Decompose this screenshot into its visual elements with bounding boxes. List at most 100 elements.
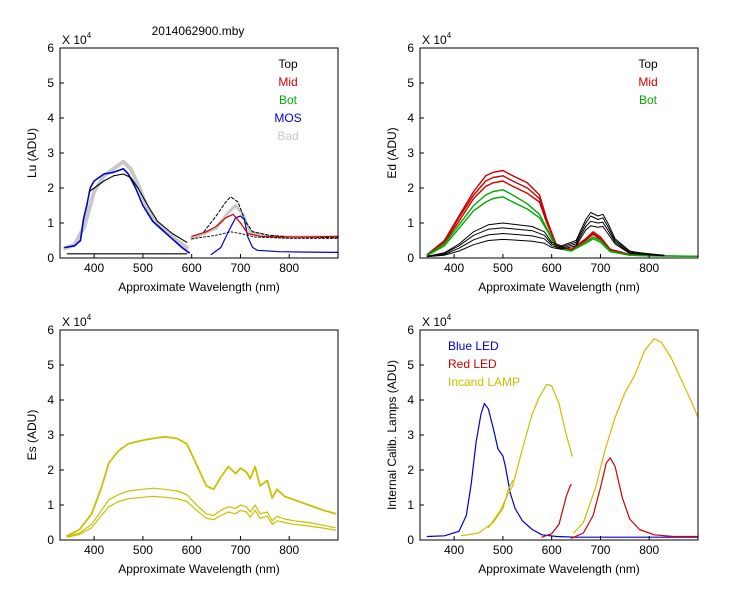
series-line-cal-5 <box>573 338 699 534</box>
y-tick-label-lu: 2 <box>47 181 54 195</box>
y-exponent-es: X 104 <box>62 313 92 329</box>
plot-frame-es <box>59 329 339 541</box>
y-tick-label-es: 2 <box>47 463 54 477</box>
x-axis-label-lu: Approximate Wavelength (nm) <box>118 280 280 294</box>
y-tick-label-ed: 0 <box>407 251 414 265</box>
x-tick-label-cal: 500 <box>493 543 513 557</box>
x-tick-label-ed: 600 <box>542 261 562 275</box>
series-line-ed-4 <box>426 196 699 257</box>
y-tick-label-cal: 6 <box>407 323 414 337</box>
y-tick-label-cal: 4 <box>407 393 414 407</box>
legend-entry-ed-bot: Bot <box>639 93 658 107</box>
x-tick-label-lu: 500 <box>133 261 153 275</box>
y-tick-label-lu: 1 <box>47 216 54 230</box>
y-exponent-power-ed: 4 <box>447 31 452 40</box>
x-tick-label-es: 500 <box>133 543 153 557</box>
y-tick-label-es: 0 <box>47 533 54 547</box>
series-line-es-0 <box>66 435 337 537</box>
y-exponent-power-lu: 4 <box>87 31 92 40</box>
series-line-lu-3 <box>210 215 339 256</box>
legend-entry-cal-red-led: Red LED <box>448 357 497 371</box>
y-tick-label-es: 4 <box>47 393 54 407</box>
x-tick-label-lu: 800 <box>279 261 299 275</box>
series-line-lu-5 <box>88 173 188 243</box>
y-axis-label-ed: Ed (ADU) <box>385 127 399 178</box>
y-exponent-lu: X 104 <box>62 31 92 47</box>
series-line-ed-5 <box>426 212 665 257</box>
x-tick-label-cal: 600 <box>542 543 562 557</box>
figure-title: 2014062900.mby <box>152 24 245 38</box>
x-tick-label-es: 600 <box>182 543 202 557</box>
series-line-lu-1 <box>190 204 340 241</box>
y-axis-label-es: Es (ADU) <box>25 410 39 461</box>
series-line-es-2 <box>66 495 337 538</box>
x-axis-label-cal: Approximate Wavelength (nm) <box>478 562 640 576</box>
y-tick-label-cal: 0 <box>407 533 414 547</box>
series-line-ed-8 <box>426 225 665 258</box>
legend-entry-cal-blue-led: Blue LED <box>448 339 499 353</box>
y-tick-label-ed: 6 <box>407 41 414 55</box>
chart-ed: 400 500 600 700 800 0 1 2 3 4 5 6 X 104 Approximate W… <box>385 31 699 294</box>
y-tick-label-cal: 3 <box>407 428 414 442</box>
y-tick-label-es: 6 <box>47 323 54 337</box>
x-tick-label-cal: 700 <box>590 543 610 557</box>
y-tick-label-lu: 0 <box>47 251 54 265</box>
legend-entry-lu-mid: Mid <box>278 75 297 89</box>
x-tick-label-ed: 700 <box>590 261 610 275</box>
chart-cal: 400 500 600 700 800 0 1 2 3 4 5 6 X 104 Approximate W… <box>385 313 699 576</box>
y-tick-label-lu: 4 <box>47 111 54 125</box>
chart-lu: 400 500 600 700 800 0 1 2 3 4 5 6 X 104 Approximate W… <box>25 31 340 294</box>
chart-es: 400 500 600 700 800 0 1 2 3 4 5 6 X 104 Approximate W… <box>25 313 339 576</box>
legend-entry-cal-incand-lamp: Incand LAMP <box>448 375 520 389</box>
y-tick-label-cal: 1 <box>407 498 414 512</box>
series-line-lu-2 <box>64 168 190 254</box>
x-axis-label-ed: Approximate Wavelength (nm) <box>478 280 640 294</box>
x-tick-label-cal: 800 <box>639 543 659 557</box>
x-tick-label-es: 400 <box>84 543 104 557</box>
y-tick-label-ed: 4 <box>407 111 414 125</box>
x-tick-label-ed: 500 <box>493 261 513 275</box>
x-tick-label-lu: 700 <box>230 261 250 275</box>
x-tick-label-ed: 800 <box>639 261 659 275</box>
y-exponent-cal: X 104 <box>422 313 452 329</box>
x-tick-label-es: 800 <box>279 543 299 557</box>
series-line-es-1 <box>66 487 337 538</box>
y-tick-label-es: 1 <box>47 498 54 512</box>
y-tick-label-es: 5 <box>47 358 54 372</box>
y-tick-label-es: 3 <box>47 428 54 442</box>
y-tick-label-lu: 6 <box>47 41 54 55</box>
y-tick-label-ed: 5 <box>407 76 414 90</box>
legend-entry-lu-mos: MOS <box>274 111 301 125</box>
x-tick-label-ed: 400 <box>444 261 464 275</box>
legend-entry-lu-bot: Bot <box>279 93 298 107</box>
y-exponent-power-cal: 4 <box>447 313 452 322</box>
legend-entry-ed-top: Top <box>638 57 658 71</box>
x-tick-label-lu: 400 <box>84 261 104 275</box>
y-tick-label-lu: 5 <box>47 76 54 90</box>
series-line-cal-0 <box>426 402 699 538</box>
x-axis-label-es: Approximate Wavelength (nm) <box>118 562 280 576</box>
y-exponent-ed: X 104 <box>422 31 452 47</box>
y-exponent-power-es: 4 <box>87 313 92 322</box>
legend-entry-ed-mid: Mid <box>638 75 657 89</box>
y-tick-label-ed: 1 <box>407 216 414 230</box>
series-line-lu-7 <box>191 213 339 238</box>
legend-entry-lu-bad: Bad <box>277 129 298 143</box>
series-line-ed-1 <box>426 175 665 257</box>
series-line-lu-8 <box>191 231 339 240</box>
series-line-lu-6 <box>203 196 339 239</box>
y-tick-label-ed: 2 <box>407 181 414 195</box>
series-line-cal-2 <box>570 457 699 539</box>
y-tick-label-ed: 3 <box>407 146 414 160</box>
series-line-cal-4 <box>460 479 514 537</box>
legend-entry-lu-top: Top <box>278 57 298 71</box>
series-line-ed-6 <box>426 215 665 257</box>
series-line-ed-7 <box>426 220 665 258</box>
x-tick-label-es: 700 <box>230 543 250 557</box>
y-axis-label-cal: Internal Calib. Lamps (ADU) <box>385 360 399 510</box>
series-line-cal-3 <box>487 383 573 529</box>
series-line-cal-1 <box>541 484 572 538</box>
x-tick-label-cal: 400 <box>444 543 464 557</box>
